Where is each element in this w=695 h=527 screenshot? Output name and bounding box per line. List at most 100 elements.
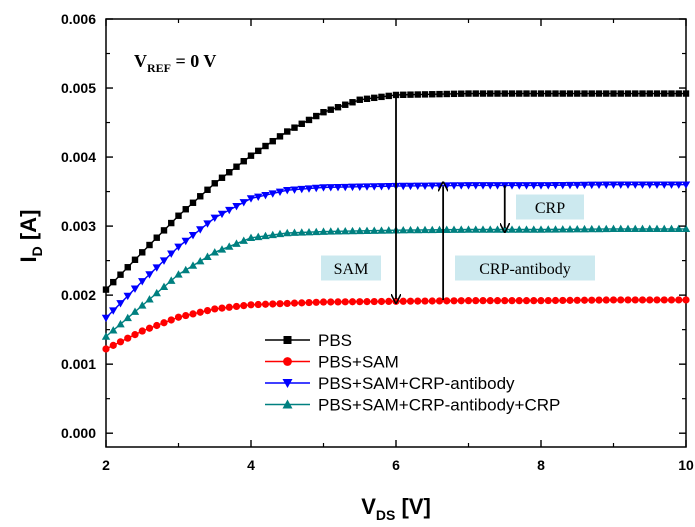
data-point	[544, 225, 553, 233]
data-point	[675, 90, 682, 97]
y-axis-title: ID [A]	[16, 210, 45, 263]
data-point	[595, 90, 603, 97]
data-point	[544, 296, 552, 305]
data-point	[210, 248, 219, 256]
data-point	[319, 184, 328, 192]
data-point	[225, 303, 233, 311]
data-point	[160, 227, 168, 234]
data-point	[465, 90, 472, 97]
data-point	[536, 225, 546, 233]
data-point	[153, 321, 161, 330]
data-point	[283, 299, 291, 308]
data-point	[631, 296, 639, 304]
data-point	[667, 224, 676, 233]
data-point	[341, 183, 350, 192]
data-point	[255, 147, 262, 155]
data-point	[681, 224, 691, 233]
data-point	[152, 264, 161, 272]
legend-item: PBS+SAM	[265, 353, 399, 372]
data-point	[109, 341, 117, 349]
data-point	[428, 297, 436, 305]
annotation-crp-antibody: CRP-antibody	[455, 255, 595, 281]
data-point	[501, 90, 508, 97]
data-point	[530, 297, 538, 305]
data-point	[174, 243, 183, 252]
data-point	[181, 265, 190, 274]
data-point	[667, 181, 676, 189]
data-point	[428, 225, 437, 234]
data-point	[290, 299, 299, 307]
data-point	[211, 180, 218, 187]
data-point	[145, 295, 154, 303]
data-point	[413, 225, 422, 234]
data-point	[283, 228, 292, 237]
data-point	[631, 181, 640, 189]
data-point	[370, 226, 379, 234]
x-axis-title-unit: [V]	[395, 494, 430, 519]
vref-label-main: V	[134, 51, 147, 71]
data-point	[523, 90, 530, 97]
data-point	[638, 181, 647, 189]
data-point	[624, 296, 632, 304]
data-point	[587, 224, 596, 233]
data-point	[406, 182, 415, 191]
legend-item: PBS+SAM+CRP-antibody	[265, 374, 515, 393]
x-axis-title-sub: DS	[376, 507, 395, 523]
data-point	[406, 225, 415, 234]
data-point	[159, 282, 169, 291]
vref-label: VREF = 0 V	[134, 51, 216, 75]
x-axis-title-main: V	[361, 494, 376, 519]
data-point	[261, 300, 270, 308]
data-point	[210, 214, 219, 223]
data-point	[262, 142, 269, 150]
data-point	[450, 90, 458, 98]
data-point	[661, 90, 668, 97]
data-point	[225, 242, 234, 250]
annotation-label: CRP	[535, 200, 565, 217]
legend-label: PBS+SAM	[318, 353, 399, 372]
data-point	[603, 90, 610, 97]
data-point	[551, 225, 560, 233]
series-layer	[101, 90, 691, 353]
data-point	[435, 225, 444, 234]
data-point	[174, 313, 183, 321]
data-point	[522, 182, 531, 190]
data-point	[681, 181, 691, 189]
data-point	[682, 296, 690, 304]
data-point	[581, 90, 588, 97]
data-point	[457, 182, 466, 190]
data-point	[349, 99, 356, 106]
x-tick-label: 2	[102, 457, 110, 473]
data-point	[363, 298, 371, 306]
data-point	[565, 225, 575, 233]
data-point	[102, 286, 110, 293]
data-point	[218, 304, 226, 312]
data-point	[254, 300, 262, 309]
data-point	[559, 90, 566, 97]
legend-label: PBS+SAM+CRP-antibody+CRP	[318, 396, 560, 415]
data-point	[101, 314, 111, 323]
data-point	[428, 182, 437, 190]
data-point	[232, 302, 241, 311]
data-point	[370, 297, 378, 306]
data-point	[660, 181, 669, 189]
data-point	[580, 181, 589, 190]
data-point	[305, 298, 313, 307]
data-point	[247, 301, 255, 309]
data-point	[443, 90, 450, 98]
data-point	[153, 234, 160, 241]
data-point	[573, 296, 581, 304]
data-point	[182, 206, 189, 213]
data-point	[334, 298, 342, 306]
data-point	[298, 120, 305, 127]
data-point	[304, 185, 314, 193]
x-tick-label: 6	[392, 457, 400, 473]
data-point	[457, 225, 466, 233]
data-point	[552, 90, 559, 97]
data-point	[645, 181, 654, 189]
x-axis-title: VDS [V]	[361, 494, 431, 523]
data-point	[371, 94, 378, 102]
x-tick-label: 10	[678, 457, 694, 473]
data-point	[348, 183, 357, 192]
data-point	[522, 225, 531, 233]
